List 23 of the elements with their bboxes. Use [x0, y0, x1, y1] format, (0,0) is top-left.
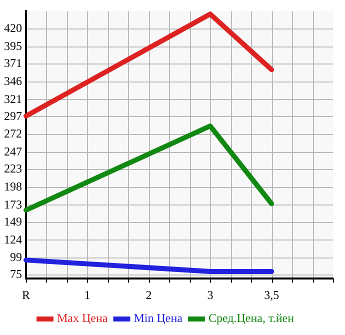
y-tick-label: 124: [4, 232, 22, 246]
y-tick-label: 173: [4, 197, 22, 212]
x-tick-label: R: [22, 288, 30, 302]
y-tick-label: 247: [4, 144, 22, 159]
y-tick-label: 321: [4, 92, 22, 106]
legend-label: Max Цена: [56, 311, 108, 326]
y-tick-label: 346: [4, 74, 22, 88]
x-tick-label: 3,5: [264, 288, 280, 302]
y-tick-label: 223: [4, 162, 22, 176]
y-tick-label: 297: [4, 108, 22, 123]
y-tick-label: 198: [4, 179, 22, 194]
x-tick-label: 1: [84, 288, 90, 302]
y-tick-label: 395: [4, 39, 22, 54]
y-tick-label: 272: [4, 126, 22, 141]
legend-label: Сред.Цена, т.йен: [208, 311, 295, 326]
y-tick-label: 420: [4, 21, 22, 36]
y-tick-label: 75: [10, 267, 22, 282]
y-tick-label: 99: [10, 250, 22, 264]
x-tick-label: 3: [207, 288, 214, 302]
y-tick-label: 149: [4, 214, 22, 228]
x-tick-label: 2: [146, 288, 152, 302]
y-tick-label: 371: [4, 56, 22, 70]
legend-label: Min Цена: [134, 311, 184, 326]
